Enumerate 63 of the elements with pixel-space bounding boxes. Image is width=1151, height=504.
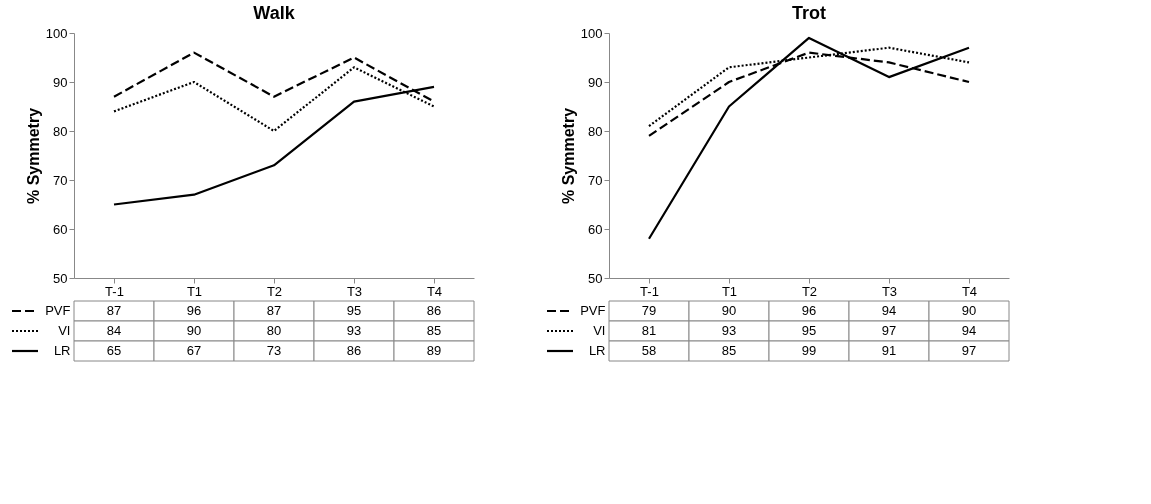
legend-label: LR [588, 343, 606, 358]
data-label: 79 [641, 303, 657, 318]
x-tick-label: T4 [961, 283, 978, 299]
x-tick-label: T3 [346, 283, 363, 299]
data-label: 91 [881, 343, 897, 358]
y-tick-label: 50 [588, 270, 603, 286]
y-tick-label: 50 [53, 270, 68, 286]
chart-title: Trot [792, 3, 826, 23]
data-label: 90 [186, 323, 202, 338]
line-series [647, 36, 971, 240]
y-tick-label: 70 [588, 172, 603, 188]
data-label: 97 [961, 343, 977, 358]
data-label: 58 [641, 343, 657, 358]
data-label: 80 [266, 323, 282, 338]
y-axis-title: % Symmetry [559, 107, 577, 205]
data-label: 84 [106, 323, 122, 338]
data-label: 85 [721, 343, 737, 358]
data-label: 65 [106, 343, 122, 358]
data-label: 90 [961, 303, 977, 318]
y-tick-label: 90 [53, 74, 68, 90]
y-tick-label: 100 [580, 25, 603, 41]
y-tick-label: 90 [588, 74, 603, 90]
x-tick-label: T1 [721, 283, 738, 299]
data-label: 86 [346, 343, 362, 358]
data-label: 93 [721, 323, 737, 338]
y-axis-title: % Symmetry [24, 107, 42, 205]
x-tick-label: T1 [186, 283, 203, 299]
x-tick-label: T-1 [640, 283, 659, 299]
x-tick-label: T-1 [105, 283, 124, 299]
y-tick-label: 80 [53, 123, 68, 139]
y-tick-label: 80 [588, 123, 603, 139]
data-label: 93 [346, 323, 362, 338]
y-tick-label: 70 [53, 172, 68, 188]
chart-title: Walk [253, 3, 296, 23]
y-tick-label: 100 [45, 25, 68, 41]
data-label: 97 [881, 323, 897, 338]
legend-label: VI [58, 323, 71, 338]
data-label: 90 [721, 303, 737, 318]
data-label: 86 [426, 303, 442, 318]
legend-label: PVF [45, 303, 71, 318]
data-label: 94 [881, 303, 897, 318]
data-label: 94 [961, 323, 977, 338]
y-tick-label: 60 [53, 221, 68, 237]
data-label: 96 [801, 303, 817, 318]
data-label: 99 [801, 343, 817, 358]
legend-label: LR [53, 343, 71, 358]
x-tick-label: T3 [881, 283, 898, 299]
data-label: 89 [426, 343, 442, 358]
data-label: 85 [426, 323, 442, 338]
data-label: 95 [801, 323, 817, 338]
x-tick-label: T2 [801, 283, 818, 299]
legend-label: VI [593, 323, 606, 338]
y-tick-label: 60 [588, 221, 603, 237]
legend-label: PVF [580, 303, 606, 318]
data-label: 87 [106, 303, 122, 318]
data-label: 95 [346, 303, 362, 318]
x-tick-label: T2 [266, 283, 283, 299]
data-label: 87 [266, 303, 282, 318]
data-label: 96 [186, 303, 202, 318]
x-tick-label: T4 [426, 283, 443, 299]
data-label: 67 [186, 343, 202, 358]
data-label: 73 [266, 343, 282, 358]
data-label: 81 [641, 323, 657, 338]
